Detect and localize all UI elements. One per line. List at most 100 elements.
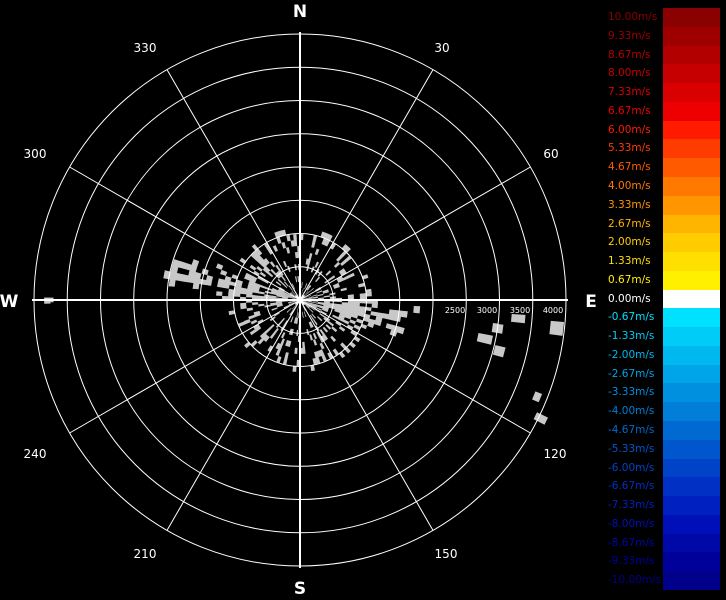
echo-gate (291, 276, 295, 284)
echo-gate (258, 246, 266, 254)
echo-gate (264, 189, 273, 198)
echo-gate (223, 314, 231, 321)
echo-gate (326, 262, 333, 269)
echo-gate (332, 141, 344, 150)
legend-swatch (663, 308, 720, 328)
echo-gate (369, 528, 383, 546)
echo-gate (389, 300, 397, 306)
echo-gate (310, 198, 317, 206)
echo-gate (198, 361, 208, 371)
echo-gate (311, 301, 319, 304)
echo-gate (376, 70, 392, 87)
echo-gate (346, 258, 354, 266)
echo-gate (262, 158, 273, 167)
echo-gate (445, 106, 464, 125)
echo-gate (316, 277, 322, 284)
echo-gate (290, 209, 297, 217)
echo-gate (498, 383, 512, 397)
echo-gate (215, 226, 225, 236)
echo-gate (288, 296, 295, 299)
legend-entry: 3.33m/s (606, 195, 720, 215)
echo-gate (335, 263, 343, 271)
echo-gate (333, 261, 341, 269)
echo-gate (329, 343, 336, 351)
echo-gate (286, 377, 292, 384)
echo-gate (307, 271, 312, 278)
echo-gate (281, 301, 289, 303)
echo-gate (239, 324, 247, 331)
echo-gate (280, 318, 286, 325)
echo-gate (253, 312, 261, 318)
echo-gate (291, 290, 296, 296)
echo-gate (340, 324, 348, 330)
echo-gate (305, 297, 313, 300)
echo-gate (374, 356, 383, 365)
echo-gate (294, 282, 297, 289)
echo-gate (435, 197, 447, 210)
echo-gate (303, 227, 309, 235)
echo-gate (338, 257, 346, 265)
echo-gate (280, 311, 287, 317)
echo-gate (290, 335, 295, 342)
echo-gate (362, 260, 371, 268)
echo-gate (275, 300, 283, 303)
echo-gate (407, 300, 415, 307)
echo-gate (306, 173, 315, 181)
echo-gate (310, 314, 316, 320)
echo-gate (300, 317, 303, 325)
echo-gate (293, 233, 298, 241)
legend-entry: 8.00m/s (606, 64, 720, 84)
echo-gate (328, 256, 335, 263)
echo-gate (272, 341, 279, 349)
echo-gate (300, 203, 306, 211)
echo-gate (303, 365, 308, 373)
echo-gate (300, 131, 310, 139)
echo-gate (229, 332, 238, 340)
echo-gate (375, 380, 386, 390)
echo-gate (219, 254, 228, 262)
echo-gate (322, 290, 330, 294)
echo-gate (319, 169, 329, 177)
echo-gate (227, 306, 235, 312)
echo-gate (244, 260, 252, 268)
echo-gate (304, 303, 310, 308)
echo-gate (412, 281, 420, 289)
echo-gate (195, 343, 204, 352)
echo-gate (305, 359, 311, 367)
echo-gate (282, 302, 289, 305)
echo-gate (252, 289, 259, 294)
echo-gate (292, 270, 296, 277)
echo-gate (230, 277, 238, 283)
echo-gate (158, 200, 170, 212)
legend-entry: -2.67m/s (606, 364, 720, 384)
echo-gate (273, 327, 279, 335)
echo-gate (209, 138, 223, 150)
echo-gate (317, 181, 326, 189)
echo-gate (531, 215, 544, 229)
echo-gate (168, 278, 176, 287)
echo-gate (259, 309, 266, 314)
echo-gate (273, 335, 279, 342)
echo-gate (290, 303, 296, 309)
echo-gate (291, 316, 295, 324)
echo-gate (275, 250, 281, 258)
echo-gate (237, 321, 246, 327)
echo-gate (375, 364, 385, 374)
echo-gate (336, 255, 343, 263)
echo-gate (480, 117, 490, 127)
echo-gate (377, 286, 384, 293)
echo-gate (331, 316, 338, 322)
echo-gate (267, 338, 274, 346)
echo-gate (305, 296, 313, 299)
echo-gate (242, 263, 250, 270)
echo-gate (392, 273, 401, 281)
echo-gate (484, 465, 500, 481)
echo-gate (297, 311, 299, 319)
legend-entry: 1.33m/s (606, 252, 720, 272)
echo-gate (314, 261, 320, 268)
echo-gate (270, 291, 277, 295)
echo-gate (282, 260, 288, 268)
echo-gate (172, 258, 181, 268)
echo-gate (257, 254, 265, 262)
echo-gate (328, 115, 340, 125)
